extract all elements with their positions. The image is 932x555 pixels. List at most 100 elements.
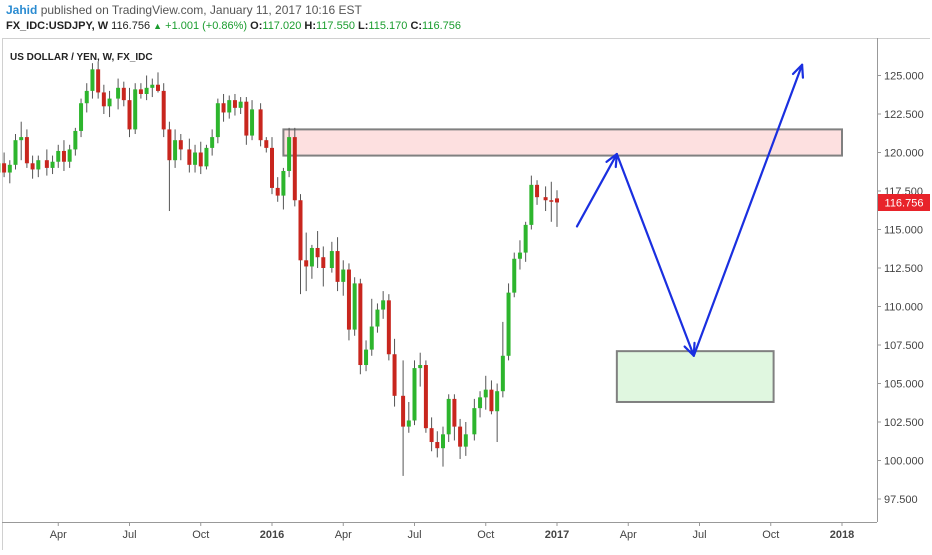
candle-body <box>139 89 143 94</box>
resistance-zone[interactable] <box>283 129 842 155</box>
candle-body <box>173 140 177 160</box>
candle <box>216 99 220 144</box>
candle-body <box>31 163 35 169</box>
candle-body <box>73 131 77 149</box>
candle <box>353 277 357 336</box>
published-text: published on TradingView.com, January 11… <box>41 3 362 17</box>
candle-body <box>387 300 391 354</box>
y-tick-label: 115.000 <box>884 225 923 237</box>
candle-body <box>435 442 439 448</box>
candle-body <box>381 300 385 309</box>
candle-body <box>128 100 132 129</box>
candle-body <box>2 163 6 172</box>
candle-body <box>45 160 49 168</box>
x-tick-label: Oct <box>762 529 779 541</box>
candle-body <box>62 151 66 162</box>
y-tick-label: 112.500 <box>884 263 923 275</box>
y-tick-label: 107.500 <box>884 340 924 352</box>
high-label: H: <box>304 20 316 32</box>
candle-body <box>452 399 456 427</box>
candle-body <box>51 162 55 168</box>
close-label: C: <box>410 20 422 32</box>
candle <box>358 279 362 374</box>
candle-body <box>68 149 72 161</box>
low-label: L: <box>358 20 368 32</box>
chart-title: US DOLLAR / YEN, W, FX_IDC <box>10 52 153 63</box>
candle-body <box>478 397 482 408</box>
candle-body <box>133 89 137 129</box>
candle-body <box>25 137 29 163</box>
candle <box>413 360 417 425</box>
candle-body <box>8 165 12 173</box>
x-tick-label: Jul <box>122 529 136 541</box>
x-tick-label: 2018 <box>830 529 854 541</box>
candle-body <box>276 188 280 196</box>
candle-body <box>484 390 488 398</box>
candle-body <box>489 390 493 412</box>
candle-body <box>250 109 254 135</box>
candle-body <box>96 69 100 92</box>
y-tick-label: 97.500 <box>884 494 918 506</box>
candle-body <box>85 91 89 103</box>
candle-body <box>321 257 325 268</box>
candle-body <box>233 100 237 108</box>
candle <box>347 263 351 340</box>
candle <box>259 103 263 146</box>
support-zone[interactable] <box>617 351 774 402</box>
x-tick-label: 2016 <box>260 529 284 541</box>
candle <box>507 283 511 360</box>
candle-body <box>56 151 60 162</box>
candle-body <box>145 88 149 94</box>
candle-body <box>316 248 320 257</box>
candle-body <box>90 69 94 91</box>
candle-body <box>108 99 112 107</box>
author-link[interactable]: Jahid <box>6 3 37 17</box>
candle-body <box>299 200 303 260</box>
candle-body <box>424 365 428 428</box>
candle-body <box>358 283 362 365</box>
candle-body <box>524 225 528 253</box>
candle <box>424 360 428 432</box>
last-price-text: 116.756 <box>885 198 924 210</box>
y-tick-label: 102.500 <box>884 417 924 429</box>
candle-body <box>116 88 120 99</box>
candle-body <box>150 85 154 88</box>
candle-body <box>310 248 314 266</box>
candle-body <box>549 200 553 202</box>
y-tick-label: 122.500 <box>884 109 924 121</box>
last-price-label: 116.756 <box>878 194 930 211</box>
x-tick-label: Apr <box>50 529 67 541</box>
candle-body <box>222 103 226 112</box>
candle-body <box>418 365 422 368</box>
x-tick-label: Oct <box>192 529 209 541</box>
candle-body <box>529 185 533 225</box>
candle-body <box>544 197 548 200</box>
candle-body <box>535 185 539 197</box>
candle-body <box>518 253 522 259</box>
candle-body <box>341 270 345 282</box>
candle <box>512 253 516 298</box>
candle-body <box>167 129 171 160</box>
candle-body <box>293 137 297 200</box>
candle-body <box>187 149 191 164</box>
candle-body <box>193 153 197 165</box>
candle-body <box>244 102 248 136</box>
candle-body <box>501 356 505 391</box>
candle-body <box>79 103 83 131</box>
y-tick-label: 105.000 <box>884 379 924 391</box>
x-tick-label: 2017 <box>545 529 569 541</box>
candle-body <box>495 391 499 411</box>
candle-body <box>102 92 106 106</box>
y-tick-label: 110.000 <box>884 302 923 314</box>
candle-body <box>393 354 397 396</box>
candle-body <box>507 293 511 356</box>
publish-info: Jahid published on TradingView.com, Janu… <box>6 3 362 17</box>
candle-body <box>407 420 411 426</box>
candle-body <box>375 310 379 327</box>
candle-body <box>364 350 368 365</box>
candle-body <box>370 327 374 350</box>
candlestick-chart[interactable]: 97.500100.000102.500105.000107.500110.00… <box>0 38 932 550</box>
up-triangle-icon: ▲ <box>153 21 162 31</box>
symbol-label: FX_IDC:USDJPY, W <box>6 20 108 32</box>
